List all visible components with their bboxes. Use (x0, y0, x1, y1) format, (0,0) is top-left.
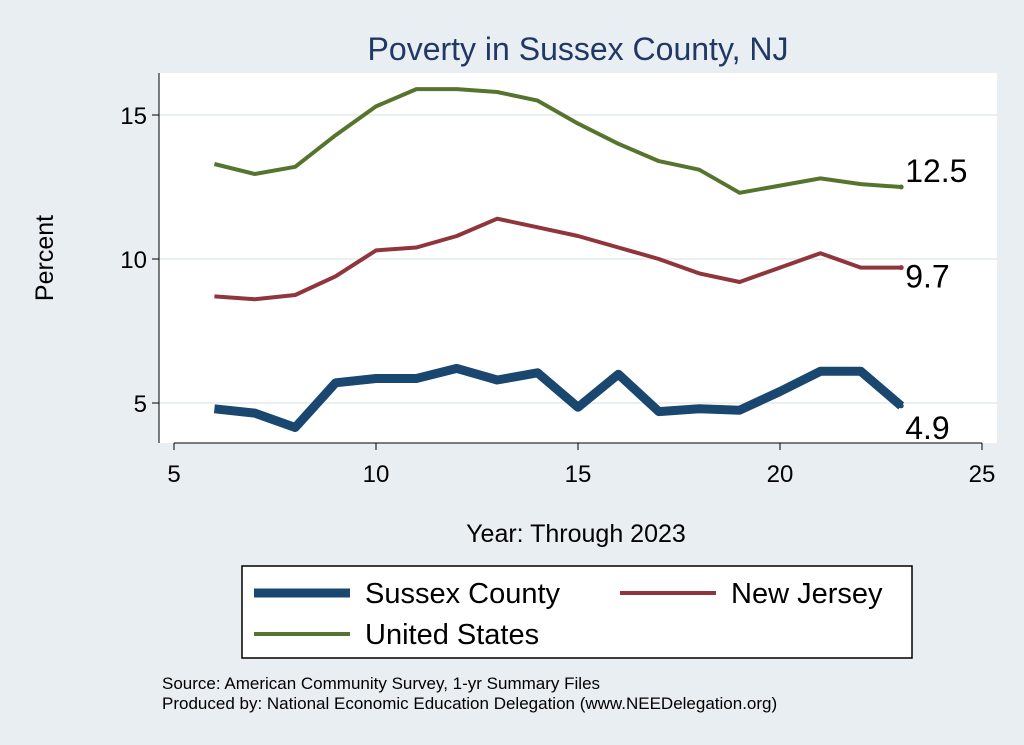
series-line-sussex-county (213, 363, 905, 432)
end-label-sussex-county: 4.9 (905, 410, 949, 446)
series-end-point-new-jersey (898, 265, 904, 271)
axes: 5 10 15 5 10 15 20 25 (120, 73, 995, 488)
x-tick-label: 10 (363, 461, 390, 488)
chart-title: Poverty in Sussex County, NJ (368, 31, 789, 67)
y-tick-label: 10 (120, 247, 147, 274)
end-label-new-jersey: 9.7 (905, 259, 949, 295)
series-end-point-sussex-county (898, 403, 904, 409)
x-tick-label: 5 (167, 461, 180, 488)
end-label-united-states: 12.5 (905, 153, 967, 189)
x-axis-label: Year: Through 2023 (466, 520, 686, 548)
y-tick-label: 15 (120, 103, 147, 130)
legend-label-united-states: United States (365, 619, 539, 651)
x-tick-label: 20 (767, 461, 794, 488)
legend-box (241, 565, 913, 659)
legend-label-sussex-county: Sussex County (365, 578, 561, 610)
produced-by-note: Produced by: National Economic Education… (162, 694, 777, 713)
series-lines (213, 87, 905, 432)
y-axis-label: Percent (31, 215, 59, 301)
series-line-united-states (213, 87, 902, 195)
y-tick-label: 5 (134, 391, 147, 418)
legend-label-new-jersey: New Jersey (731, 578, 883, 610)
x-tick-label: 25 (969, 461, 996, 488)
legend: Sussex County New Jersey United States (241, 565, 913, 659)
plot-area (159, 73, 997, 443)
series-line-new-jersey (214, 216, 902, 302)
end-labels: 4.9 12.5 9.7 (905, 153, 967, 446)
series-end-point-united-states (898, 184, 904, 190)
x-tick-label: 15 (565, 461, 592, 488)
legend-items: Sussex County New Jersey United States (254, 578, 883, 651)
source-note: Source: American Community Survey, 1-yr … (162, 674, 600, 693)
